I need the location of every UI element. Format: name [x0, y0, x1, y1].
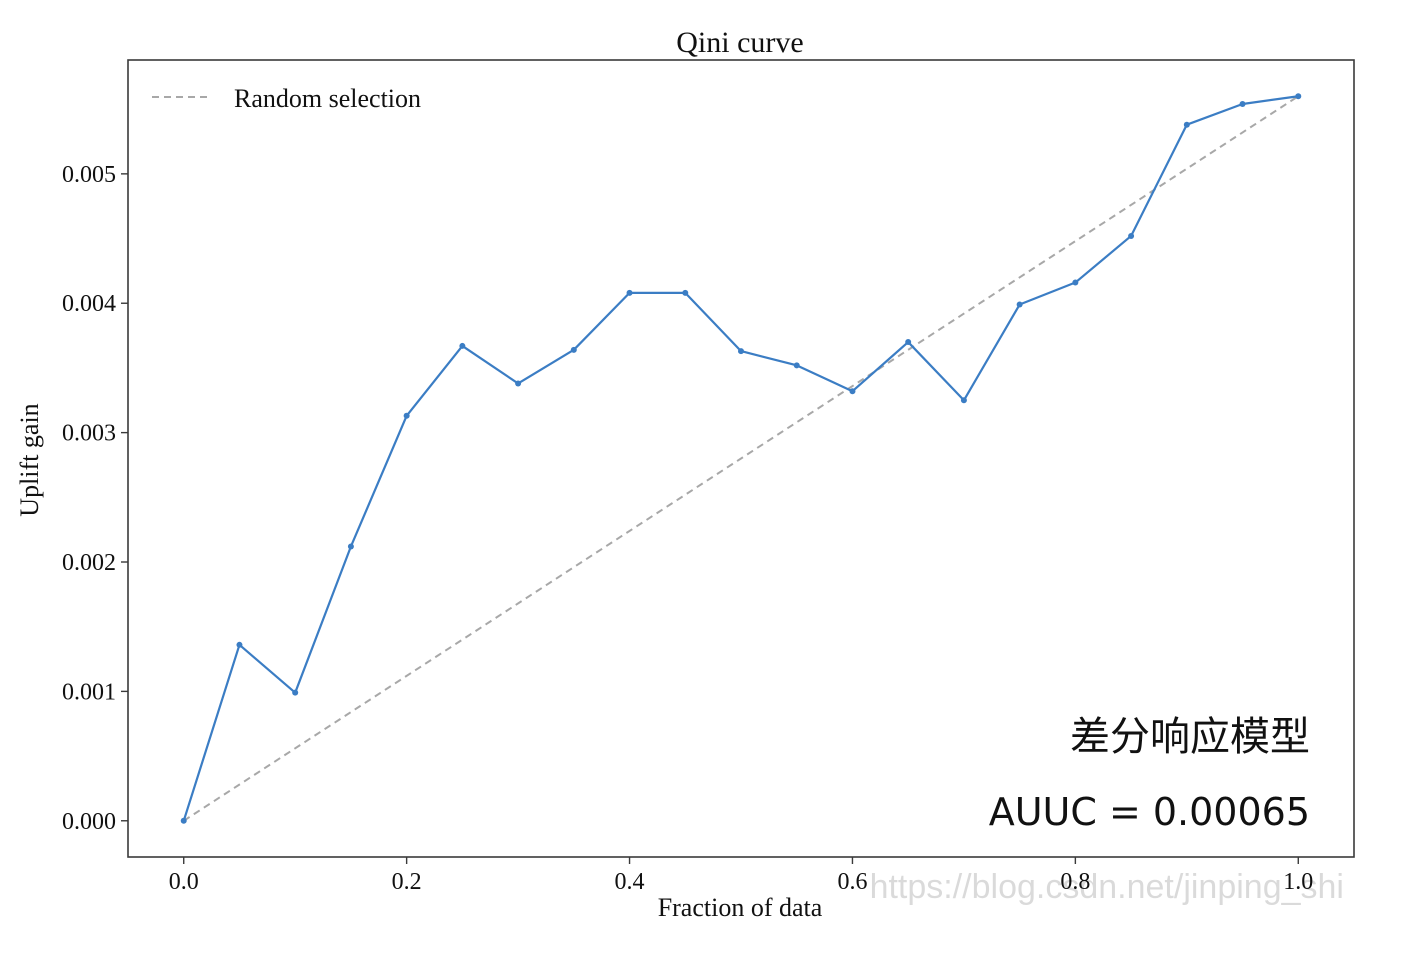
qini-curve-point [515, 380, 522, 387]
qini-curve-point [292, 689, 299, 696]
qini-curve-point [1239, 100, 1246, 107]
qini-curve-point [960, 397, 967, 404]
y-tick-label: 0.001 [62, 679, 116, 705]
watermark: https://blog.csdn.net/jinping_shi [870, 868, 1344, 906]
x-tick-label: 0.8 [1060, 869, 1090, 895]
qini-curve-point [849, 388, 856, 395]
random-selection-line [183, 95, 1299, 822]
qini-curve-point [570, 346, 577, 353]
x-tick-label: 0.0 [169, 869, 199, 895]
auuc-annotation: AUUC = 0.00065 [989, 790, 1310, 834]
y-tick-label: 0.004 [62, 291, 116, 317]
x-tick-label: 0.4 [615, 869, 645, 895]
chart-title: Qini curve [676, 26, 803, 59]
x-tick-label: 0.6 [837, 869, 867, 895]
qini-curve-point [682, 289, 689, 296]
qini-curve-point [459, 342, 466, 349]
y-tick-label: 0.000 [62, 809, 116, 835]
legend-label-random-selection: Random selection [234, 84, 421, 113]
qini-curve-point [347, 543, 354, 550]
y-axis-label: Uplift gain [15, 403, 44, 516]
qini-curve-point [738, 348, 744, 355]
y-tick-label: 0.003 [62, 421, 116, 447]
plot-frame [127, 59, 1355, 858]
qini-curve-point [793, 362, 800, 369]
x-axis-ticks: 0.0 0.2 0.4 0.6 0.8 1.0 [169, 857, 1313, 895]
plot-marks [180, 93, 1302, 824]
qini-curve-point [236, 641, 243, 648]
y-tick-label: 0.002 [62, 550, 116, 576]
qini-curve-point [403, 412, 410, 419]
y-axis-ticks: 0.000 0.001 0.002 0.003 0.004 0.005 [62, 162, 128, 835]
model-name-annotation: 差分响应模型 [1070, 714, 1310, 760]
x-axis-label: Fraction of data [658, 893, 823, 922]
qini-curve-point [1128, 232, 1135, 239]
qini-curve-point [1183, 121, 1190, 128]
qini-curve-point [626, 289, 633, 296]
qini-curve-point [1016, 301, 1023, 308]
qini-curve-point [1295, 93, 1302, 100]
x-tick-label: 0.2 [392, 869, 422, 895]
qini-curve-point [1072, 279, 1079, 286]
qini-curve-point [180, 817, 187, 824]
y-tick-label: 0.005 [62, 162, 116, 188]
x-tick-label: 1.0 [1283, 869, 1313, 895]
qini-curve-point [905, 339, 912, 346]
legend: Random selection [152, 84, 421, 113]
